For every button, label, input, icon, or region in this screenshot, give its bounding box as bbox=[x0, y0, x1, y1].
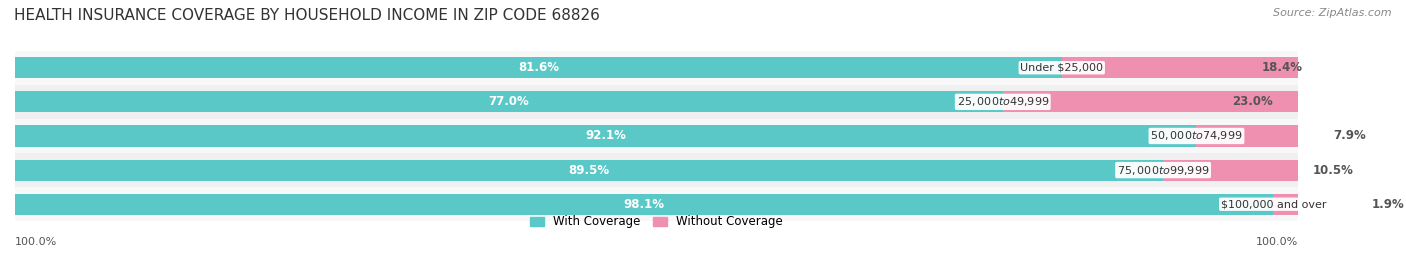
Bar bbox=[1002, 91, 1298, 112]
Bar bbox=[15, 194, 1274, 215]
Text: 89.5%: 89.5% bbox=[568, 164, 610, 176]
Text: $75,000 to $99,999: $75,000 to $99,999 bbox=[1116, 164, 1209, 176]
Text: 98.1%: 98.1% bbox=[624, 198, 665, 211]
Bar bbox=[15, 91, 1002, 112]
Bar bbox=[1197, 125, 1298, 147]
Bar bbox=[1274, 194, 1298, 215]
Bar bbox=[15, 119, 1298, 153]
Legend: With Coverage, Without Coverage: With Coverage, Without Coverage bbox=[524, 211, 787, 233]
Bar bbox=[15, 160, 1163, 181]
Text: 18.4%: 18.4% bbox=[1263, 61, 1303, 74]
Text: 92.1%: 92.1% bbox=[585, 129, 626, 143]
Text: $100,000 and over: $100,000 and over bbox=[1220, 199, 1326, 209]
Text: 7.9%: 7.9% bbox=[1333, 129, 1367, 143]
Bar bbox=[15, 153, 1298, 187]
Bar bbox=[15, 51, 1298, 85]
Text: $50,000 to $74,999: $50,000 to $74,999 bbox=[1150, 129, 1243, 143]
Bar bbox=[15, 187, 1298, 221]
Text: 77.0%: 77.0% bbox=[488, 95, 529, 108]
Bar bbox=[15, 57, 1062, 78]
Bar bbox=[15, 85, 1298, 119]
Text: Under $25,000: Under $25,000 bbox=[1021, 63, 1104, 73]
Text: 100.0%: 100.0% bbox=[15, 237, 58, 247]
Text: 100.0%: 100.0% bbox=[1256, 237, 1298, 247]
Bar bbox=[1163, 160, 1298, 181]
Bar bbox=[1062, 57, 1298, 78]
Text: 81.6%: 81.6% bbox=[517, 61, 558, 74]
Text: 1.9%: 1.9% bbox=[1372, 198, 1405, 211]
Text: Source: ZipAtlas.com: Source: ZipAtlas.com bbox=[1274, 8, 1392, 18]
Text: HEALTH INSURANCE COVERAGE BY HOUSEHOLD INCOME IN ZIP CODE 68826: HEALTH INSURANCE COVERAGE BY HOUSEHOLD I… bbox=[14, 8, 600, 23]
Bar bbox=[15, 125, 1197, 147]
Text: 23.0%: 23.0% bbox=[1233, 95, 1274, 108]
Text: $25,000 to $49,999: $25,000 to $49,999 bbox=[956, 95, 1049, 108]
Text: 10.5%: 10.5% bbox=[1313, 164, 1354, 176]
